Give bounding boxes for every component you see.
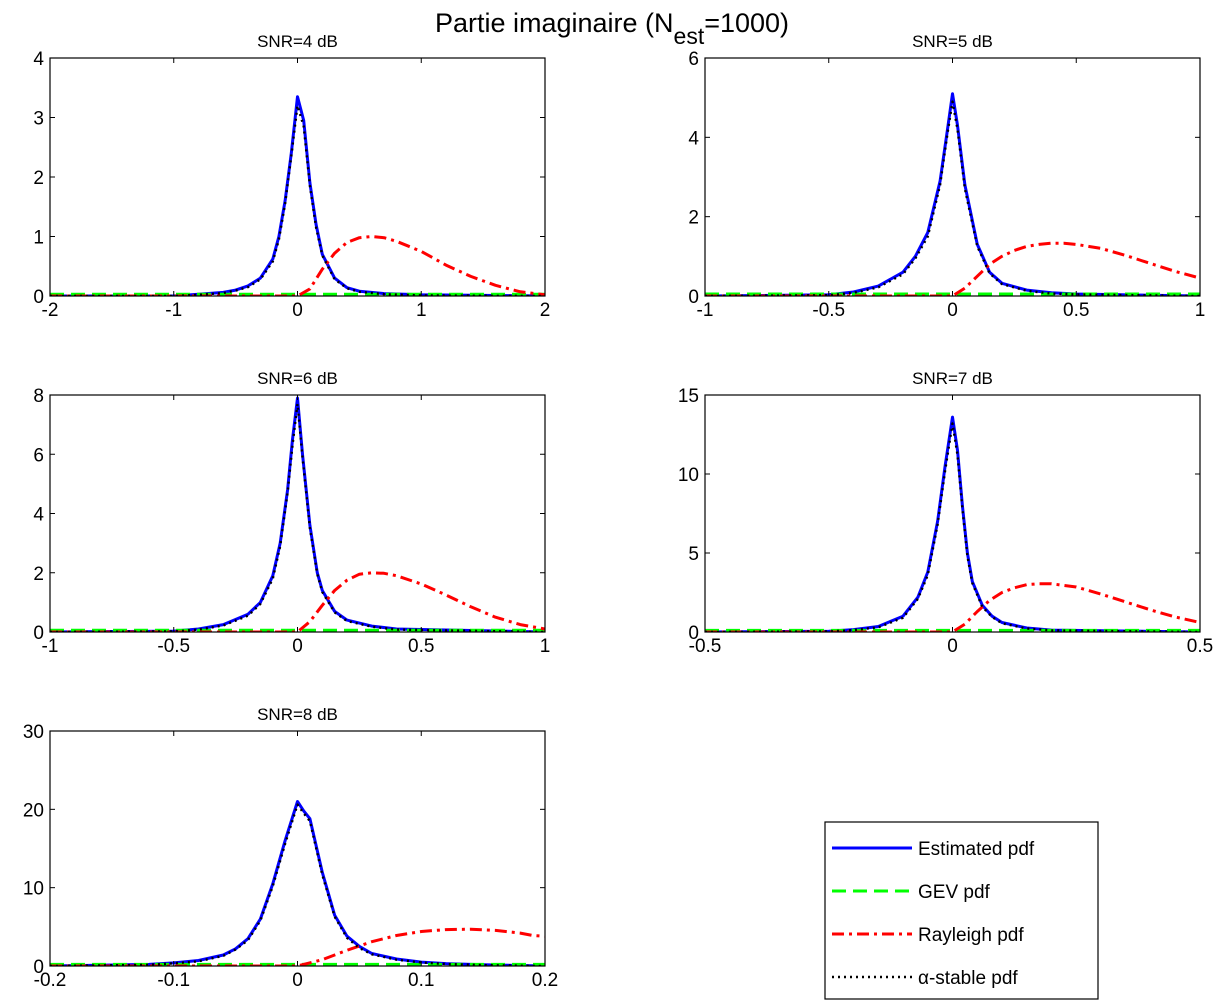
y-tick-label: 6 [33,445,44,466]
subplot-title: SNR=6 dB [257,369,338,388]
y-tick-label: 0 [33,287,44,308]
subplot-title: SNR=5 dB [912,32,993,51]
series-group [705,415,1200,632]
x-tick-label: -1 [165,300,182,321]
series-group [705,92,1200,296]
legend-entry-stable: α-stable pdf [832,968,1018,989]
y-tick-label: 4 [33,49,44,70]
legend-label-stable: α-stable pdf [918,968,1018,989]
y-tick-label: 2 [688,208,699,229]
legend-label-rayleigh: Rayleigh pdf [918,925,1024,946]
plot-area [50,731,545,966]
x-tick-label: 0.1 [408,970,434,991]
subplot-5: -0.2 -0.1 0 0.1 0.2 0 10 20 30 SNR=8 dB [23,705,558,991]
y-tick-label: 0 [688,287,699,308]
subplot-2: -1 -0.5 0 0.5 1 0 2 4 6 SNR=5 dB [688,32,1205,321]
x-tick-label: 0 [292,300,303,321]
plot-area [705,395,1200,632]
x-tick-label: -1 [697,300,714,321]
x-tick-label: 0.2 [532,970,558,991]
y-tick-label: 10 [678,465,699,486]
series-line-stable [50,104,545,296]
x-tick-label: -0.5 [157,636,190,657]
axes-frame [49,57,546,297]
x-tick-label: 2 [540,300,551,321]
x-tick-label: 1 [1195,300,1206,321]
series-line-stable [705,100,1200,296]
legend-entry-gev: GEV pdf [832,882,991,903]
y-tick-label: 2 [33,168,44,189]
x-tick-label: 0 [947,300,958,321]
y-tick-label: 1 [33,228,44,249]
plot-area [50,58,545,296]
subplot-title: SNR=4 dB [257,32,338,51]
figure-title-tail: =1000) [704,8,789,38]
x-tick-label: -0.2 [34,970,67,991]
y-tick-label: 0 [688,623,699,644]
y-tick-label: 15 [678,386,699,407]
x-tick-label: -2 [42,300,59,321]
series-line-rayleigh [50,571,545,632]
series-line-rayleigh [705,582,1200,632]
y-tick-label: 4 [688,128,699,149]
y-tick-label: 2 [33,564,44,585]
y-tick-label: 20 [23,800,44,821]
legend-entry-rayleigh: Rayleigh pdf [832,925,1024,946]
subplot-3: -1 -0.5 0 0.5 1 0 2 4 6 8 SNR=6 dB [33,369,550,657]
series-line-rayleigh [50,927,545,966]
figure-title-main: Partie imaginaire (N [435,8,674,38]
y-tick-label: 4 [33,505,44,526]
series-line-estimated [50,800,545,966]
x-tick-label: 0.5 [1063,300,1089,321]
x-tick-label: 0 [947,636,958,657]
series-group [50,396,545,632]
series-line-rayleigh [50,235,545,296]
axes-frame [49,394,546,633]
x-tick-label: -0.1 [157,970,190,991]
legend-label-gev: GEV pdf [918,882,991,903]
figure-title-subscript: est [674,23,705,49]
subplot-1: -2 -1 0 1 2 0 1 2 3 4 SNR=4 dB [33,32,550,321]
axes-frame [704,394,1201,633]
series-group [50,95,545,296]
x-tick-label: 1 [540,636,551,657]
plot-area [50,395,545,632]
legend-entries: Estimated pdf GEV pdf Rayleigh pdf α-stable… [832,839,1035,989]
axes-frame [49,730,546,967]
x-tick-label: 1 [416,300,427,321]
legend: Estimated pdf GEV pdf Rayleigh pdf α-stable… [824,821,1099,1000]
series-line-stable [50,402,545,632]
x-tick-label: -1 [42,636,59,657]
y-tick-label: 5 [688,544,699,565]
y-tick-label: 0 [33,623,44,644]
x-tick-label: 0.5 [1187,636,1213,657]
legend-label-estimated: Estimated pdf [918,839,1035,860]
x-tick-label: -0.5 [689,636,722,657]
x-tick-label: 0 [292,970,303,991]
x-tick-label: 0 [292,636,303,657]
x-tick-label: 0.5 [408,636,434,657]
y-tick-label: 3 [33,109,44,130]
subplot-title: SNR=8 dB [257,705,338,724]
legend-entry-estimated: Estimated pdf [832,839,1035,860]
legend-box [824,821,1099,1000]
subplot-title: SNR=7 dB [912,369,993,388]
x-tick-label: -0.5 [812,300,845,321]
y-tick-label: 8 [33,386,44,407]
y-tick-label: 10 [23,879,44,900]
y-tick-label: 0 [33,957,44,978]
series-group [50,800,545,966]
axes-frame [704,57,1201,297]
y-tick-label: 6 [688,49,699,70]
figure-title: Partie imaginaire (Nest=1000) [435,8,789,49]
y-tick-label: 30 [23,722,44,743]
series-line-rayleigh [705,241,1200,296]
